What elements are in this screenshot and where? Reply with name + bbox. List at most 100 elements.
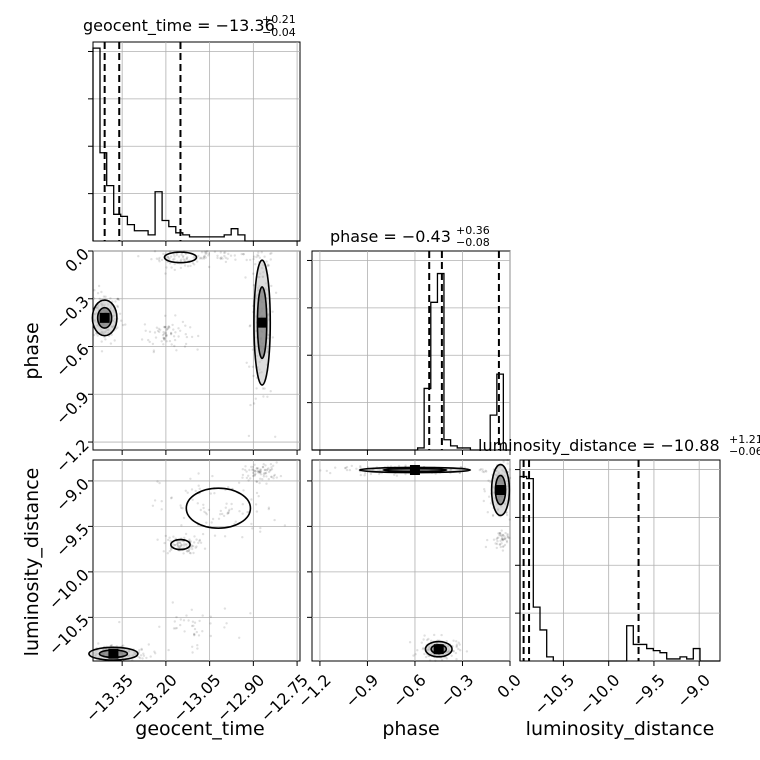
scatter-point (156, 538, 159, 541)
histogram-geocent_time (92, 47, 300, 242)
scatter-point (203, 255, 206, 258)
scatter-point (350, 464, 353, 468)
scatter-point (160, 340, 163, 343)
scatter-point (258, 481, 261, 485)
scatter-point (244, 276, 247, 279)
scatter-point (206, 250, 209, 253)
scatter-point (503, 543, 507, 547)
scatter-point (199, 508, 202, 512)
scatter-point (252, 272, 255, 275)
scatter-point (170, 548, 173, 551)
title-luminosity_distance: luminosity_distance = −10.88 (478, 436, 720, 456)
scatter-point (359, 465, 362, 468)
scatter-point (275, 461, 278, 464)
scatter-point (266, 263, 270, 266)
scatter-point (499, 532, 502, 535)
contour-outer (170, 538, 191, 551)
scatter-point (267, 264, 271, 267)
scatter-point (183, 259, 186, 262)
scatter-point (484, 545, 488, 549)
scatter-point (245, 470, 248, 473)
scatter-point (428, 659, 432, 662)
scatter-point (457, 647, 460, 651)
scatter-point (274, 291, 278, 294)
contour-outer (163, 251, 198, 264)
scatter-point (266, 395, 269, 398)
scatter-point (148, 340, 151, 344)
scatter-point (497, 536, 500, 539)
scatter-point (189, 326, 192, 329)
scatter-point (191, 645, 194, 648)
x-tick-label-phase: −0.6 (389, 670, 430, 711)
scatter-point (209, 492, 212, 495)
scatter-point (266, 264, 269, 268)
scatter-point (172, 328, 175, 331)
scatter-point (272, 477, 275, 480)
scatter-point (262, 475, 266, 478)
scatter-point (455, 657, 458, 661)
scatter-point (139, 656, 142, 660)
scatter-point (96, 334, 99, 337)
scatter-point (195, 538, 198, 541)
scatter-point (259, 470, 262, 473)
scatter-point (193, 263, 196, 266)
scatter-point (213, 534, 217, 537)
scatter-point (458, 643, 461, 646)
scatter-point (269, 252, 272, 255)
scatter-point (219, 513, 222, 516)
scatter-point (163, 325, 167, 329)
scatter-point (186, 265, 190, 268)
scatter-point (197, 541, 200, 545)
scatter-point (404, 472, 407, 476)
scatter-point (150, 258, 153, 261)
scatter-point (245, 361, 248, 364)
scatter-point (211, 517, 215, 521)
scatter-point (191, 651, 194, 654)
scatter-point (345, 465, 349, 469)
scatter-point (457, 641, 460, 644)
scatter-point (496, 540, 499, 543)
scatter-point (251, 465, 255, 469)
scatter-point (479, 468, 483, 471)
scatter-point (508, 536, 511, 540)
scatter-point (173, 344, 176, 348)
scatter-point (223, 626, 226, 629)
scatter-point (252, 255, 256, 258)
scatter-point (273, 473, 276, 477)
scatter-point (192, 624, 195, 627)
scatter-point (270, 468, 274, 471)
scatter-point (500, 542, 503, 545)
x-tick-label-phase: 0.0 (493, 670, 524, 701)
scatter-point (259, 526, 262, 530)
scatter-point (174, 627, 177, 630)
title-phase-main: phase = −0.43 (330, 227, 451, 246)
scatter-point (219, 251, 222, 254)
scatter-point (241, 468, 244, 471)
scatter-point (198, 539, 201, 543)
scatter-point (207, 508, 211, 512)
scatter-point (192, 632, 196, 636)
scatter-point (234, 520, 237, 523)
scatter-point (168, 536, 171, 539)
scatter-point (186, 256, 189, 259)
scatter-point (176, 540, 179, 543)
scatter-point (184, 342, 188, 346)
scatter-point (189, 264, 192, 268)
scatter-point (248, 468, 251, 472)
scatter-point (189, 477, 192, 480)
scatter-point (483, 488, 486, 491)
scatter-point (267, 477, 270, 481)
scatter-point (160, 508, 163, 511)
scatter-point (274, 435, 277, 438)
density-peak (495, 485, 506, 496)
scatter-point (190, 488, 194, 491)
scatter-point (179, 618, 182, 621)
scatter-point (422, 638, 425, 641)
scatter-point (452, 639, 455, 642)
scatter-point (272, 464, 275, 467)
scatter-point (226, 511, 230, 514)
scatter-point (395, 474, 399, 477)
scatter-point (414, 653, 417, 656)
scatter-point (194, 489, 197, 493)
scatter-point (238, 636, 241, 639)
